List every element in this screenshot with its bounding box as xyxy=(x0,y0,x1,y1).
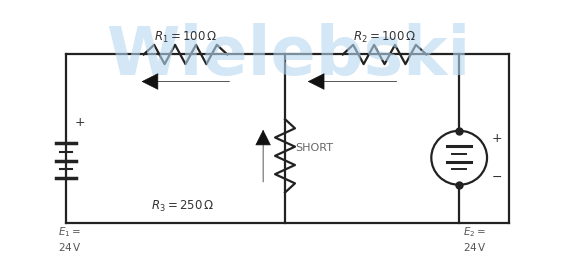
Text: SHORT: SHORT xyxy=(295,143,333,153)
Text: +: + xyxy=(492,132,503,145)
Text: $E_1 =$
$24\,\mathrm{V}$: $E_1 =$ $24\,\mathrm{V}$ xyxy=(58,225,82,253)
Text: $E_2 =$
$24\,\mathrm{V}$: $E_2 =$ $24\,\mathrm{V}$ xyxy=(463,225,487,253)
Text: $R_1 = 100\,\Omega$: $R_1 = 100\,\Omega$ xyxy=(154,30,217,45)
Text: +: + xyxy=(74,115,85,128)
Text: $R_2 = 100\,\Omega$: $R_2 = 100\,\Omega$ xyxy=(353,30,416,45)
Text: −: − xyxy=(492,171,502,184)
Text: $R_3 = 250\,\Omega$: $R_3 = 250\,\Omega$ xyxy=(151,198,214,213)
Text: Wielebski: Wielebski xyxy=(106,23,470,89)
